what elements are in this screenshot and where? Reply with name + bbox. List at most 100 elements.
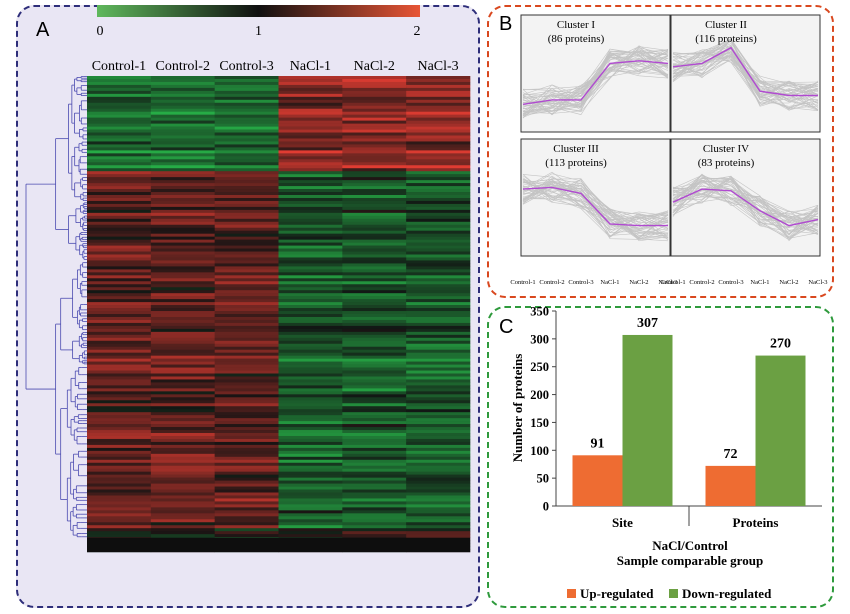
heatmap-cell [406,174,471,178]
heatmap-cell [87,355,152,359]
heatmap-cell [150,221,215,226]
heatmap-cell [150,183,215,187]
heatmap-cell [87,111,152,115]
heatmap-cell [214,209,279,214]
heatmap-cell [87,501,152,505]
heatmap-cell [342,534,407,538]
heatmap-cell [406,391,471,395]
heatmap-cell [214,433,279,437]
cluster-profile-line [522,186,669,230]
heatmap-cell [150,296,215,300]
heatmap-cell [406,319,471,324]
heatmap-cell [87,468,152,472]
heatmap-cell [278,528,343,532]
heatmap-cell [342,441,407,446]
heatmap-cell [278,197,343,202]
heatmap-cell [406,248,471,252]
heatmap-cell [214,328,279,333]
heatmap-cell [150,358,215,362]
heatmap-cell [214,165,279,169]
heatmap-cell [214,76,279,80]
heatmap-cell [214,260,279,264]
heatmap-cell [342,462,407,467]
heatmap-cell [342,477,407,481]
heatmap-cell [278,120,343,124]
heatmap-cell [342,421,407,425]
heatmap-cell [87,129,152,133]
heatmap-cell [214,325,279,330]
heatmap-cell [278,376,343,380]
heatmap-cell [278,322,343,327]
cluster-plot: Cluster II (116 proteins) [670,14,821,133]
heatmap-cell [406,352,471,356]
heatmap-cell [406,218,471,223]
heatmap-cell [214,189,279,193]
heatmap-cell [214,373,279,377]
heatmap-cell [87,513,152,517]
heatmap-cell [150,489,215,493]
cluster-profile-line [522,64,669,115]
heatmap-cell [342,314,407,318]
heatmap-cell [342,334,407,339]
heatmap-cell [406,373,471,377]
heatmap-cell [342,156,407,160]
heatmap-cell [278,200,343,205]
heatmap-cell [342,93,407,98]
heatmap-cell [406,159,471,163]
heatmap-cell [406,421,471,425]
heatmap-cell [214,397,279,401]
heatmap-cell [342,96,407,101]
heatmap-cell [87,245,152,249]
heatmap-cell [406,144,471,148]
heatmap-cell [278,450,343,455]
heatmap-cell [278,391,343,395]
cluster-profile-line [672,179,819,220]
heatmap-cell [150,227,215,231]
heatmap-cell [406,239,471,243]
heatmap-cell [214,489,279,493]
heatmap-cell [87,266,152,270]
heatmap-cell [87,302,152,306]
heatmap-cell [278,328,343,333]
heatmap-cell [87,156,152,160]
heatmap-cell [214,221,279,226]
cluster-name: Cluster II [705,19,747,31]
cluster-profile-line [522,181,669,239]
heatmap-cell [150,206,215,211]
heatmap-cell [214,435,279,440]
heatmap-cell [342,257,407,261]
heatmap-cell [214,403,279,407]
heatmap-cell [87,361,152,365]
heatmap-cell [342,200,407,205]
heatmap-cell [214,316,279,321]
heatmap-cell [214,168,279,172]
heatmap-cell [278,308,343,312]
heatmap-cell [342,141,407,145]
heatmap-cell [278,218,343,223]
legend-label: Up-regulated [580,586,654,601]
heatmap-cell [150,87,215,92]
heatmap-cell [342,147,407,151]
heatmap-cell [214,120,279,124]
heatmap-cell [406,296,471,300]
heatmap-cell [342,409,407,413]
heatmap-cell [342,230,407,234]
heatmap-cell [214,159,279,163]
heatmap-cell [278,373,343,377]
heatmap-cell [342,224,407,229]
heatmap-cell [278,474,343,478]
heatmap-cell [406,361,471,365]
heatmap-cell [87,192,152,196]
heatmap-cell [406,340,471,345]
heatmap-cell [406,516,471,520]
heatmap-cell [214,319,279,324]
heatmap-column-label: Control-3 [219,59,273,74]
heatmap-cell [342,364,407,368]
heatmap-cell [342,379,407,383]
heatmap-cell [342,120,407,124]
heatmap-cell [278,361,343,365]
heatmap-cell [278,90,343,95]
heatmap-cell [278,138,343,142]
heatmap-cell [214,462,279,467]
heatmap-cell [406,495,471,499]
